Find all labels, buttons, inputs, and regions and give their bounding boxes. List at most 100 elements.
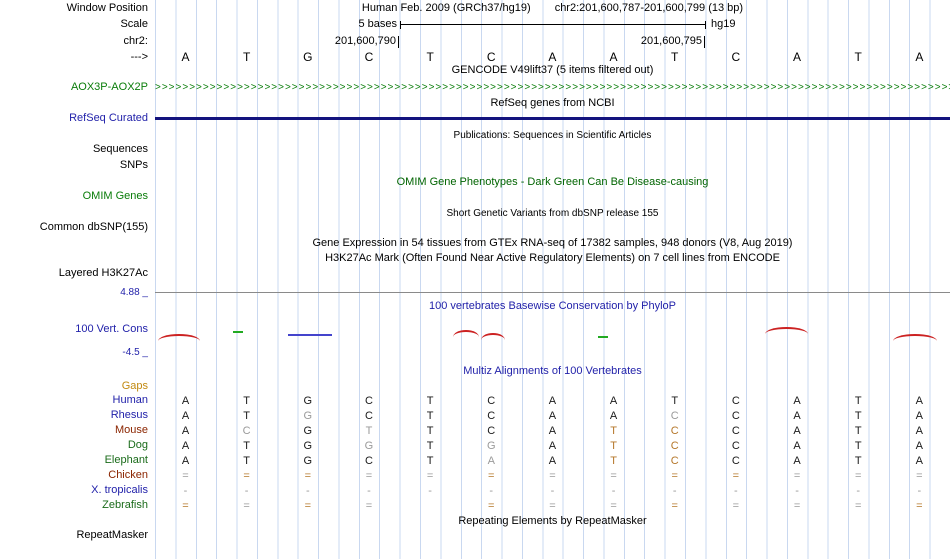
align-base: = — [916, 470, 923, 482]
align-base: T — [243, 455, 250, 467]
species-label-mouse[interactable]: Mouse — [114, 424, 148, 436]
align-base: T — [426, 410, 434, 422]
repeatmasker-label[interactable]: RepeatMasker — [76, 529, 148, 541]
gene-intron-arrows[interactable]: >>>>>>>>>>>>>>>>>>>>>>>>>>>>>>>>>>>>>>>>… — [155, 82, 950, 93]
base-letter: C — [486, 50, 496, 64]
species-label-elephant[interactable]: Elephant — [104, 454, 148, 466]
align-base: = — [854, 470, 862, 482]
assembly-short: hg19 — [711, 18, 736, 30]
align-base: C — [670, 410, 679, 422]
window-position-label: Window Position — [66, 2, 148, 14]
align-base: C — [487, 425, 496, 437]
gaps-label[interactable]: Gaps — [121, 380, 148, 392]
alignment-row-chicken[interactable]: = = = = = = = = = = = = = — [155, 469, 950, 483]
refseq-track-title[interactable]: RefSeq genes from NCBI — [490, 97, 615, 109]
conservation-mark — [158, 334, 200, 341]
h3k27ac-track-title[interactable]: H3K27Ac Mark (Often Found Near Active Re… — [325, 252, 780, 264]
align-base: C — [670, 425, 679, 437]
species-label-chicken[interactable]: Chicken — [108, 469, 148, 481]
scale-bar — [400, 21, 706, 29]
align-base: A — [609, 395, 618, 407]
base-letter: C — [731, 50, 741, 64]
align-base: T — [610, 440, 617, 452]
base-letter: A — [181, 50, 190, 64]
strand-arrow: ---> — [130, 51, 148, 63]
base-letter: T — [671, 50, 679, 64]
align-base: = — [854, 500, 862, 512]
align-base: C — [670, 440, 679, 452]
h3k27ac-baseline — [155, 292, 950, 293]
base-letter: T — [854, 50, 862, 64]
align-base: G — [303, 410, 313, 422]
align-base: T — [610, 425, 617, 437]
species-label-rhesus[interactable]: Rhesus — [110, 409, 148, 421]
align-base: T — [854, 410, 862, 422]
base-position-guidelines — [155, 0, 950, 559]
conservation-mark — [233, 331, 243, 337]
align-base: = — [304, 470, 312, 482]
conservation-mark — [598, 336, 608, 342]
gtex-track-title[interactable]: Gene Expression in 54 tissues from GTEx … — [312, 237, 793, 249]
align-base: = — [671, 470, 678, 482]
align-base: A — [487, 455, 495, 467]
align-base: A — [181, 410, 190, 422]
omim-track-title[interactable]: OMIM Gene Phenotypes - Dark Green Can Be… — [396, 176, 709, 188]
layered-h3k27ac-label[interactable]: Layered H3K27Ac — [58, 267, 148, 279]
align-base: A — [793, 440, 801, 452]
common-dbsnp-label[interactable]: Common dbSNP(155) — [39, 221, 148, 233]
species-label-human[interactable]: Human — [112, 394, 148, 406]
align-base: A — [548, 395, 557, 407]
refseq-curated-label[interactable]: RefSeq Curated — [69, 112, 148, 124]
coord-tick-right — [704, 36, 705, 48]
align-base: G — [486, 440, 496, 452]
base-letter: C — [364, 50, 374, 64]
align-base: C — [670, 455, 679, 467]
align-base: C — [242, 425, 251, 437]
align-base: C — [731, 395, 740, 407]
align-base: T — [671, 395, 679, 407]
align-base: A — [793, 455, 801, 467]
species-label-dog[interactable]: Dog — [127, 439, 148, 451]
sequences-label[interactable]: Sequences — [92, 143, 148, 155]
refseq-gene-bar[interactable] — [155, 117, 950, 120]
align-base: T — [854, 395, 862, 407]
align-base: = — [488, 500, 495, 512]
align-base: A — [793, 410, 801, 422]
align-base: C — [731, 455, 740, 467]
alignment-row-x-tropicalis[interactable]: ------------- — [155, 484, 950, 498]
align-base: = — [610, 500, 617, 512]
publications-track-title[interactable]: Publications: Sequences in Scientific Ar… — [453, 130, 652, 141]
align-base: - — [611, 485, 616, 497]
omim-genes-label[interactable]: OMIM Genes — [82, 190, 148, 202]
align-base: G — [364, 440, 374, 452]
alignment-row-zebrafish[interactable]: = = = = = = = = = = = = — [155, 499, 950, 513]
species-label-zebrafish[interactable]: Zebrafish — [102, 499, 148, 511]
species-label-x-tropicalis[interactable]: X. tropicalis — [91, 484, 148, 496]
conservation-label[interactable]: 100 Vert. Cons — [75, 323, 148, 335]
repeatmasker-track-title[interactable]: Repeating Elements by RepeatMasker — [458, 515, 647, 527]
conservation-mark — [481, 333, 505, 340]
align-base: G — [303, 395, 313, 407]
multiz-track-title[interactable]: Multiz Alignments of 100 Vertebrates — [463, 365, 642, 377]
scale-value: 5 bases — [358, 18, 397, 30]
conservation-wiggle — [155, 326, 950, 344]
coord-right: 201,600,795 — [640, 35, 702, 47]
align-base: A — [181, 425, 190, 437]
dbsnp-track-title[interactable]: Short Genetic Variants from dbSNP releas… — [446, 208, 659, 219]
conservation-track-title[interactable]: 100 vertebrates Basewise Conservation by… — [428, 300, 677, 312]
align-base: = — [488, 470, 495, 482]
gene-label[interactable]: AOX3P-AOX2P — [70, 81, 148, 93]
align-base: A — [548, 410, 557, 422]
align-base: T — [426, 425, 434, 437]
align-base: = — [549, 470, 556, 482]
align-base: = — [610, 470, 617, 482]
gencode-track-title[interactable]: GENCODE V49lift37 (5 items filtered out) — [451, 64, 654, 76]
align-base: A — [609, 410, 618, 422]
snps-label[interactable]: SNPs — [119, 159, 148, 171]
